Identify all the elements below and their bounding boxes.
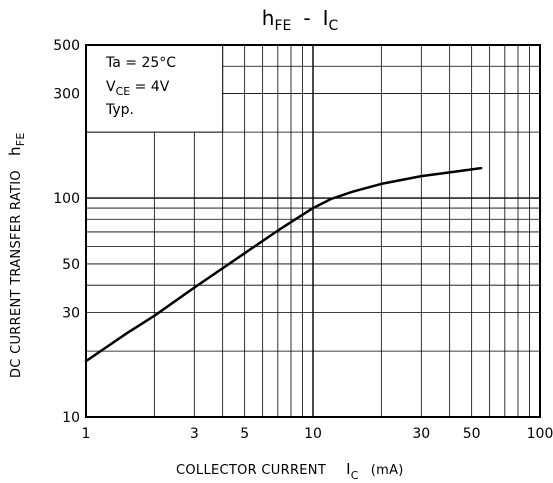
y-tick-label: 30 xyxy=(62,306,80,322)
x-tick-label: 10 xyxy=(304,426,322,442)
conditions-box xyxy=(85,44,224,133)
y-tick-label: 10 xyxy=(62,410,80,426)
chart-title: hFE - IC xyxy=(262,6,339,34)
condition-vce: VCE = 4V xyxy=(106,79,170,98)
y-tick-label: 100 xyxy=(53,191,80,207)
y-axis-label: DC CURRENT TRANSFER RATIOhFE xyxy=(6,132,27,378)
y-tick-label: 300 xyxy=(53,87,80,103)
condition-typ: Typ. xyxy=(105,102,134,118)
axis-ticks: 1 3 5 10 30 50 100 10 30 50 100 300 500 xyxy=(53,38,553,442)
x-tick-label: 5 xyxy=(240,426,249,442)
x-tick-label: 50 xyxy=(463,426,481,442)
x-tick-label: 100 xyxy=(527,426,553,442)
x-axis-label: COLLECTOR CURRENT IC (mA) xyxy=(176,460,404,482)
hfe-curve xyxy=(84,166,483,363)
x-tick-label: 3 xyxy=(190,426,199,442)
plot-frame xyxy=(85,44,541,418)
y-tick-label: 500 xyxy=(53,38,80,54)
condition-temperature: Ta = 25°C xyxy=(105,55,176,71)
y-tick-label: 50 xyxy=(62,257,80,273)
x-tick-label: 30 xyxy=(412,426,430,442)
major-gridlines xyxy=(86,45,540,417)
x-tick-label: 1 xyxy=(82,426,91,442)
